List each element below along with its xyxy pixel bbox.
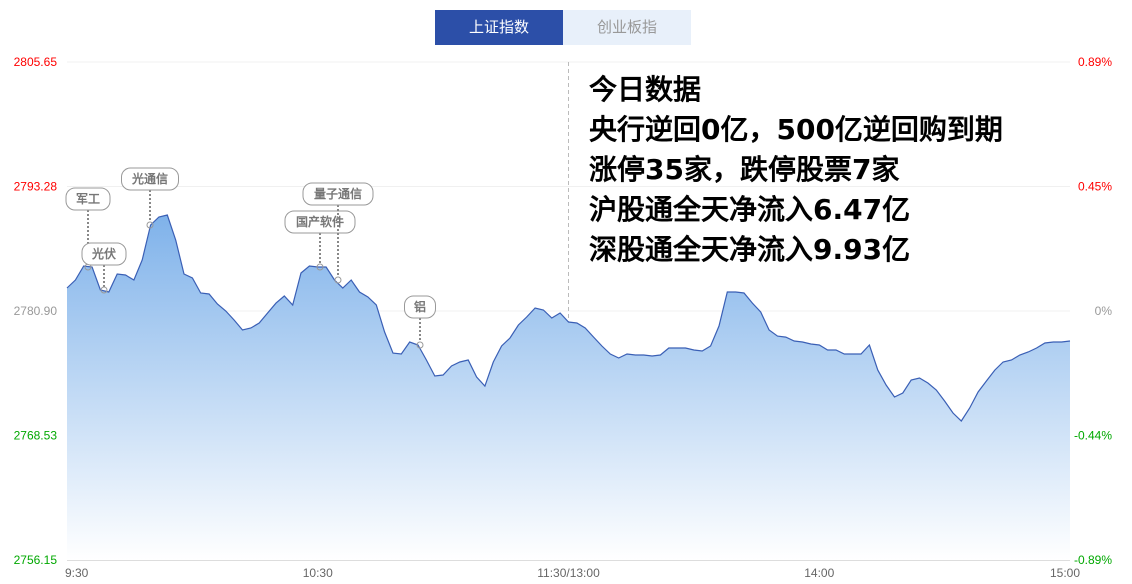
y-tick-right: 0.45% [1078, 180, 1112, 194]
summary-line-hk-sh: 沪股通全天净流入6.47亿 [589, 193, 911, 226]
y-tick-right: 0% [1095, 304, 1113, 318]
annotation-marker [416, 341, 424, 349]
annotation-marker [146, 221, 154, 229]
x-tick: 14:00 [804, 566, 834, 580]
annotation-box [65, 187, 111, 211]
price-line [66, 214, 1071, 422]
y-tick-right: 0.89% [1078, 55, 1112, 69]
price-area [67, 215, 1070, 560]
x-tick: 10:30 [303, 566, 333, 580]
annotation-label: 光伏 [91, 246, 116, 261]
annotation-box [121, 167, 179, 191]
x-tick: 15:00 [1050, 566, 1080, 580]
y-tick-left: 2780.90 [14, 304, 58, 318]
annotation-box [302, 182, 374, 206]
y-tick-right: -0.44% [1074, 429, 1112, 443]
y-tick-left: 2805.65 [14, 55, 58, 69]
tab-chinext-index[interactable]: 创业板指 [563, 10, 691, 45]
annotation-label: 铝 [414, 299, 426, 314]
daily-summary: 今日数据 央行逆回0亿，500亿逆回购到期 涨停35家，跌停股票7家 沪股通全天… [589, 70, 1003, 270]
annotation-marker [100, 286, 108, 294]
annotation-label: 军工 [76, 191, 100, 206]
summary-title: 今日数据 [589, 73, 702, 106]
tab-shanghai-index[interactable]: 上证指数 [435, 10, 563, 45]
annotation-label: 国产软件 [296, 214, 344, 229]
summary-line-repo: 央行逆回0亿，500亿逆回购到期 [589, 113, 1003, 146]
annotation-box [404, 295, 436, 319]
annotation-label: 光通信 [131, 171, 168, 186]
summary-line-limit: 涨停35家，跌停股票7家 [589, 153, 900, 186]
y-tick-left: 2768.53 [14, 429, 58, 443]
annotation-marker [316, 263, 324, 271]
annotation-marker [334, 276, 342, 284]
y-tick-right: -0.89% [1074, 553, 1112, 567]
x-tick: 11:30/13:00 [537, 566, 600, 580]
annotation-label: 量子通信 [314, 186, 362, 201]
annotation-box [284, 210, 356, 234]
index-tabs: 上证指数 创业板指 [435, 10, 691, 45]
y-tick-left: 2756.15 [14, 553, 58, 567]
summary-line-hk-sz: 深股通全天净流入9.93亿 [589, 233, 911, 266]
annotation-box [81, 242, 127, 266]
y-tick-left: 2793.28 [14, 180, 58, 194]
x-tick: 9:30 [65, 566, 89, 580]
